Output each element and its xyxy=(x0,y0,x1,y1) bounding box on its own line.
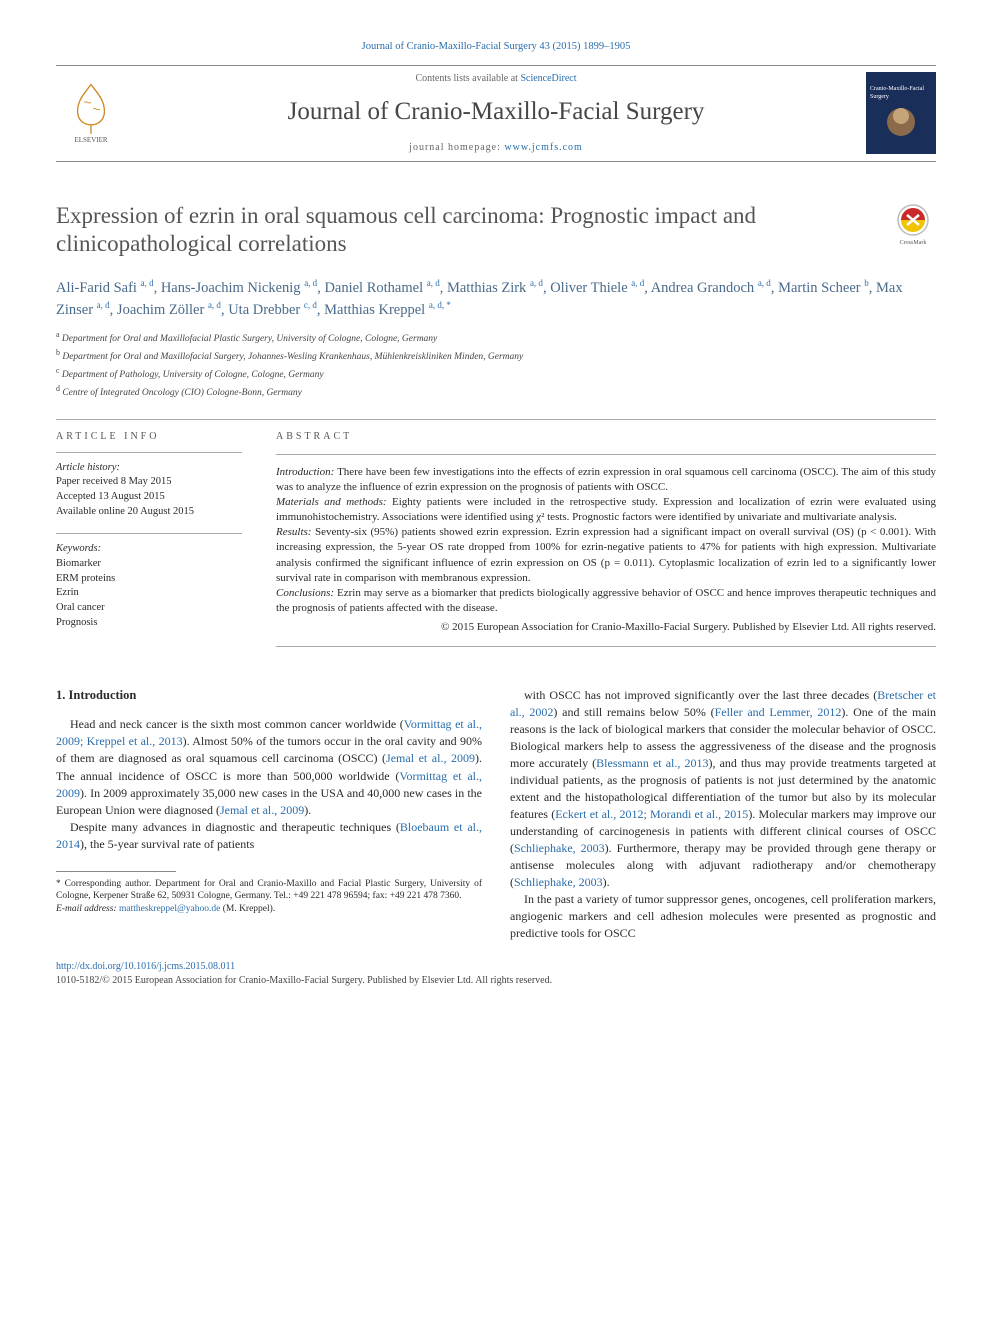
running-head: Journal of Cranio-Maxillo-Facial Surgery… xyxy=(56,40,936,55)
affiliation-item: d Centre of Integrated Oncology (CIO) Co… xyxy=(56,383,936,401)
email-link[interactable]: mattheskreppel@yahoo.de xyxy=(119,904,220,914)
section-heading: 1. Introduction xyxy=(56,687,482,705)
publisher-logo: ELSEVIER xyxy=(56,72,126,154)
affiliation-item: a Department for Oral and Maxillofacial … xyxy=(56,329,936,347)
keywords: Keywords: Biomarker ERM proteins Ezrin O… xyxy=(56,542,242,630)
affiliation-list: a Department for Oral and Maxillofacial … xyxy=(56,329,936,401)
journal-cover-thumbnail: Cranio-Maxillo-Facial Surgery xyxy=(866,72,936,154)
publisher-label: ELSEVIER xyxy=(74,136,107,146)
doi-line: http://dx.doi.org/10.1016/j.jcms.2015.08… xyxy=(56,960,936,974)
abstract-intro: Introduction: There have been few invest… xyxy=(276,465,936,495)
crossmark-icon[interactable]: CrossMark xyxy=(890,202,936,248)
cover-icon xyxy=(881,102,921,142)
journal-homepage: journal homepage: www.jcmfs.com xyxy=(126,141,866,155)
abstract-methods: Materials and methods: Eighty patients w… xyxy=(276,495,936,525)
affiliation-item: c Department of Pathology, University of… xyxy=(56,365,936,383)
body-paragraph: Head and neck cancer is the sixth most c… xyxy=(56,716,482,818)
body-paragraph: In the past a variety of tumor suppresso… xyxy=(510,891,936,942)
corresponding-author-footnote: * Corresponding author. Department for O… xyxy=(56,878,482,916)
abstract-results: Results: Seventy-six (95%) patients show… xyxy=(276,525,936,586)
abstract-head: ABSTRACT xyxy=(276,430,936,444)
elsevier-tree-icon xyxy=(67,80,115,136)
author-list: Ali-Farid Safi a, d, Hans-Joachim Nicken… xyxy=(56,277,936,321)
doi-link[interactable]: http://dx.doi.org/10.1016/j.jcms.2015.08… xyxy=(56,961,235,972)
journal-title: Journal of Cranio-Maxillo-Facial Surgery xyxy=(126,94,866,129)
affiliation-item: b Department for Oral and Maxillofacial … xyxy=(56,347,936,365)
article-info-head: ARTICLE INFO xyxy=(56,430,242,444)
article-history: Article history: Paper received 8 May 20… xyxy=(56,461,242,520)
article-title: Expression of ezrin in oral squamous cel… xyxy=(56,202,870,260)
masthead: ELSEVIER Contents lists available at Sci… xyxy=(56,65,936,162)
issn-line: 1010-5182/© 2015 European Association fo… xyxy=(56,974,936,988)
sciencedirect-link[interactable]: ScienceDirect xyxy=(520,73,576,84)
copyright-notice: © 2015 European Association for Cranio-M… xyxy=(276,620,936,635)
divider xyxy=(56,419,936,420)
contents-available: Contents lists available at ScienceDirec… xyxy=(126,72,866,86)
abstract-conclusions: Conclusions: Ezrin may serve as a biomar… xyxy=(276,586,936,616)
homepage-link[interactable]: www.jcmfs.com xyxy=(504,142,582,153)
body-paragraph: with OSCC has not improved significantly… xyxy=(510,687,936,891)
body-paragraph: Despite many advances in diagnostic and … xyxy=(56,819,482,853)
svg-text:CrossMark: CrossMark xyxy=(900,240,927,246)
